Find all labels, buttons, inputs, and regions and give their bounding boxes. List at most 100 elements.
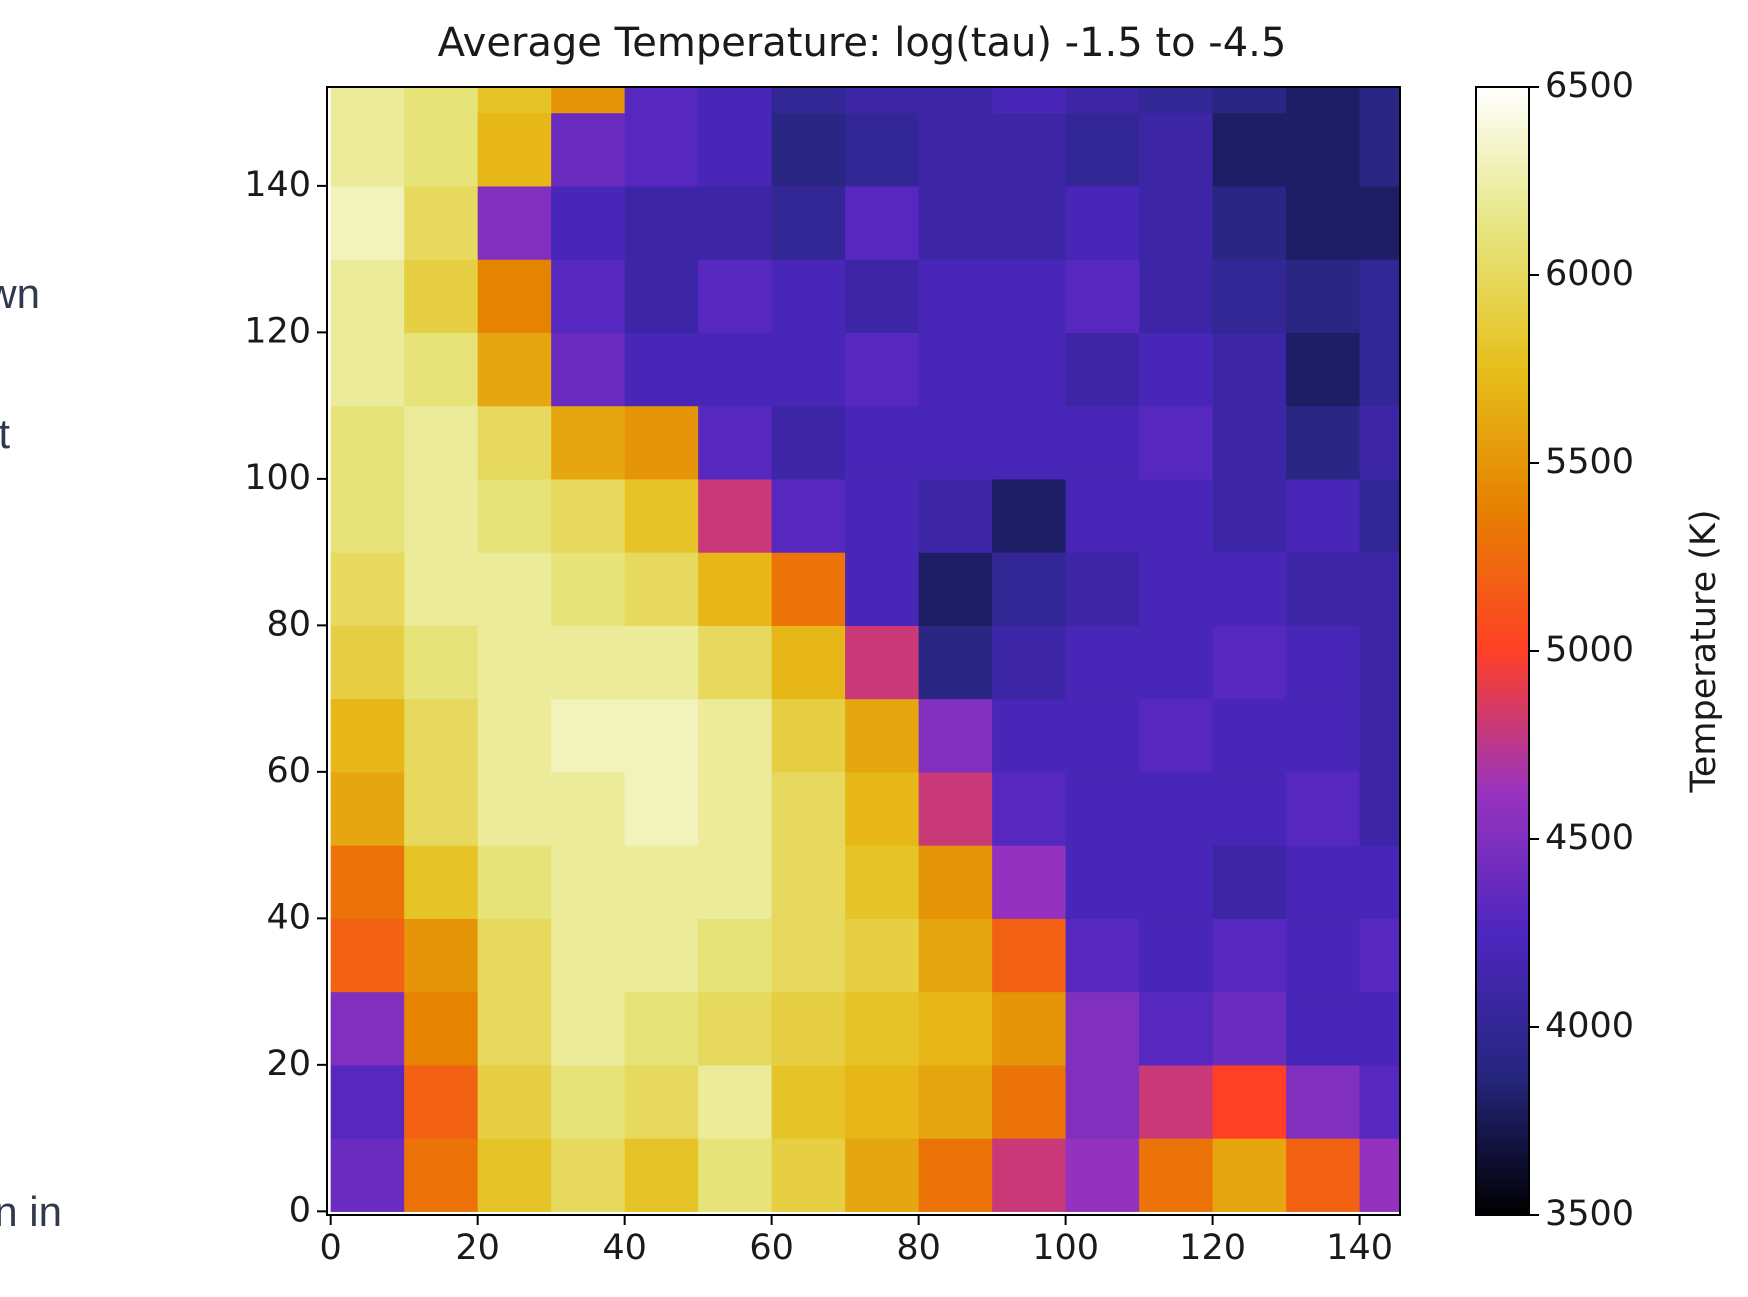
heat-cell bbox=[992, 1064, 1067, 1139]
heat-cell bbox=[771, 332, 846, 407]
heat-cell bbox=[992, 918, 1067, 993]
heat-cell bbox=[918, 771, 993, 846]
heat-cell bbox=[698, 478, 773, 553]
heat-cell bbox=[330, 771, 405, 846]
heat-cell bbox=[1139, 87, 1214, 114]
heat-cell bbox=[551, 1138, 626, 1212]
heat-cell bbox=[1139, 918, 1214, 993]
heat-cell bbox=[1065, 991, 1140, 1066]
heat-cell bbox=[404, 771, 479, 846]
heat-cell bbox=[1286, 332, 1361, 407]
heat-cell bbox=[1065, 185, 1140, 260]
heat-cell bbox=[551, 259, 626, 333]
heat-cell bbox=[624, 259, 699, 333]
heat-cell bbox=[992, 698, 1067, 773]
heat-cell bbox=[918, 185, 993, 260]
heat-cell bbox=[771, 405, 846, 480]
heat-cell bbox=[771, 918, 846, 993]
heat-cell bbox=[477, 771, 552, 846]
heat-cell bbox=[477, 552, 552, 626]
heat-cell bbox=[404, 185, 479, 260]
heat-cell bbox=[992, 87, 1067, 114]
heat-cell bbox=[1286, 259, 1361, 333]
heat-cell bbox=[477, 332, 552, 407]
heat-cell bbox=[1286, 1138, 1361, 1212]
heat-cell bbox=[1212, 405, 1287, 480]
y-tick-label: 0 bbox=[289, 1190, 311, 1230]
heat-cell bbox=[845, 991, 920, 1066]
heat-cell bbox=[330, 332, 405, 407]
x-tick-label: 0 bbox=[320, 1228, 342, 1268]
heat-cell bbox=[624, 552, 699, 626]
heat-cell bbox=[845, 698, 920, 773]
heat-cell bbox=[845, 1064, 920, 1139]
heat-cell bbox=[1212, 625, 1287, 700]
heat-cell bbox=[1359, 332, 1400, 407]
heat-cell bbox=[918, 259, 993, 333]
heat-cell bbox=[624, 332, 699, 407]
heat-cell bbox=[624, 87, 699, 114]
heat-cell bbox=[1359, 1064, 1400, 1139]
heat-cell bbox=[771, 991, 846, 1066]
heat-cell bbox=[698, 698, 773, 773]
heat-cell bbox=[1065, 552, 1140, 626]
heat-cell bbox=[845, 87, 920, 114]
heat-cell bbox=[1359, 1138, 1400, 1212]
heat-cell bbox=[477, 405, 552, 480]
heat-cell bbox=[1139, 991, 1214, 1066]
heat-cell bbox=[477, 185, 552, 260]
heat-cell bbox=[477, 112, 552, 187]
heat-cell bbox=[698, 991, 773, 1066]
x-tick-label: 40 bbox=[602, 1228, 647, 1268]
heat-cell bbox=[404, 1064, 479, 1139]
heat-cell bbox=[1212, 478, 1287, 553]
heat-cell bbox=[845, 625, 920, 700]
heat-cell bbox=[551, 918, 626, 993]
colorbar bbox=[1475, 86, 1530, 1216]
heat-cell bbox=[404, 478, 479, 553]
heat-cell bbox=[1359, 552, 1400, 626]
heat-cell bbox=[918, 1064, 993, 1139]
heat-cell bbox=[1139, 771, 1214, 846]
heat-cell bbox=[330, 87, 405, 114]
heat-cell bbox=[771, 698, 846, 773]
heat-cell bbox=[1139, 698, 1214, 773]
heat-cell bbox=[624, 991, 699, 1066]
heat-cell bbox=[1139, 625, 1214, 700]
heat-cell bbox=[1212, 771, 1287, 846]
heat-cell bbox=[1065, 332, 1140, 407]
heat-cell bbox=[624, 918, 699, 993]
heat-cell bbox=[624, 405, 699, 480]
heat-cell bbox=[845, 552, 920, 626]
heat-cell bbox=[1286, 698, 1361, 773]
y-tick-label: 20 bbox=[266, 1044, 311, 1084]
heat-cell bbox=[771, 1138, 846, 1212]
heat-cell bbox=[330, 1064, 405, 1139]
heat-cell bbox=[918, 698, 993, 773]
heat-cell bbox=[1065, 625, 1140, 700]
heat-cell bbox=[771, 552, 846, 626]
heat-cell bbox=[404, 625, 479, 700]
heat-cell bbox=[918, 112, 993, 187]
heat-cell bbox=[624, 112, 699, 187]
heat-cell bbox=[1212, 991, 1287, 1066]
colorbar-tick-label: 4500 bbox=[1545, 818, 1634, 858]
heat-cell bbox=[330, 259, 405, 333]
heat-cell bbox=[1212, 698, 1287, 773]
heat-cell bbox=[918, 625, 993, 700]
side-text: n in bbox=[0, 1188, 62, 1235]
heat-cell bbox=[698, 552, 773, 626]
heat-cell bbox=[551, 332, 626, 407]
heat-cell bbox=[771, 185, 846, 260]
heat-cell bbox=[698, 845, 773, 919]
heat-cell bbox=[918, 332, 993, 407]
heat-cell bbox=[771, 845, 846, 919]
heat-cell bbox=[1139, 552, 1214, 626]
heat-cell bbox=[477, 698, 552, 773]
y-tick-label: 100 bbox=[244, 458, 311, 498]
x-tick-label: 80 bbox=[896, 1228, 941, 1268]
heat-cell bbox=[624, 845, 699, 919]
heat-cell bbox=[918, 991, 993, 1066]
heat-cell bbox=[1212, 87, 1287, 114]
heat-cell bbox=[624, 1138, 699, 1212]
